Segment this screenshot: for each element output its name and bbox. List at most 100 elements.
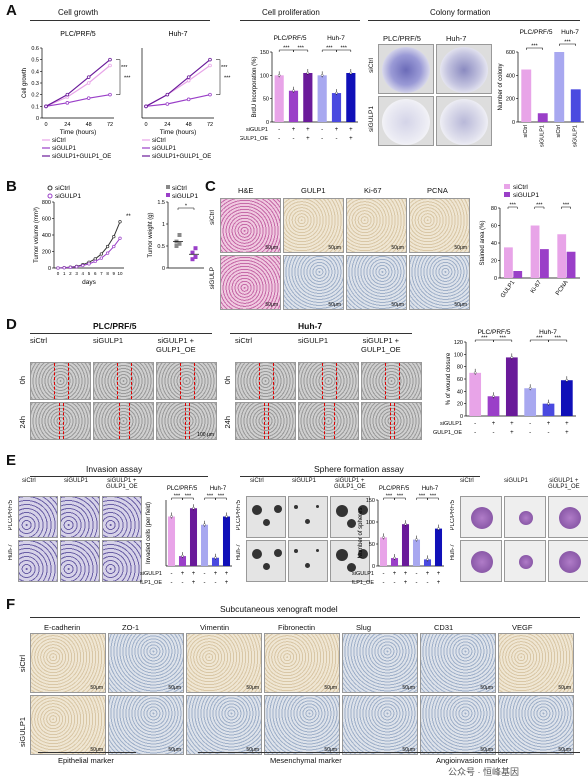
- legend-marker: [504, 192, 510, 197]
- series-point: [108, 63, 112, 68]
- growth-charts: 0 0.1 0.2 0.3 0.4 0.5 0.6 Cell growth PLC/PRF/5 0…: [22, 31, 231, 160]
- wound-col-label: siGULP1: [298, 336, 329, 345]
- series-point: [144, 104, 148, 109]
- y-tick-label: 400: [506, 73, 515, 79]
- data-point: [292, 89, 295, 92]
- sphere-blob: [358, 549, 368, 559]
- xeno-image: 50μm: [342, 695, 418, 755]
- series-point: [165, 92, 170, 97]
- sphere-blob: [305, 519, 310, 524]
- ihc-image: 50μm: [283, 198, 344, 253]
- x-tick-label: 48: [186, 122, 192, 128]
- wound-edge-line: [322, 363, 323, 399]
- condition-sign: +: [335, 127, 339, 133]
- colony-row-2: siGULP1: [368, 106, 375, 133]
- sphere-blob: [252, 549, 262, 559]
- series-point: [99, 256, 104, 260]
- wound-edge-line: [324, 403, 325, 439]
- colony-image: [436, 44, 492, 94]
- bar: [570, 89, 581, 122]
- y-tick-label: 1.5: [157, 200, 165, 206]
- sphere-title: Sphere formation assay: [314, 464, 404, 474]
- e-col-label: siGULP1 + GULP1_OE: [106, 478, 138, 490]
- invasion-image: [18, 496, 58, 538]
- condition-sign: -: [171, 580, 173, 586]
- invasion-title: Invasion assay: [86, 464, 143, 474]
- wound-edge-line: [268, 403, 269, 439]
- growth-title: Cell growth: [58, 8, 99, 17]
- x-tick-label: 7: [100, 271, 103, 276]
- x-tick-label: GULP1: [500, 279, 517, 299]
- wound-image: [235, 362, 296, 400]
- e-row-label: Huh-7: [8, 544, 14, 561]
- data-point: [349, 71, 353, 75]
- data-point: [335, 91, 338, 95]
- bar: [530, 225, 540, 278]
- y-tick-label: 100: [366, 520, 375, 526]
- sphere-stain-blob: [519, 511, 533, 525]
- wound-edge-line: [54, 363, 55, 399]
- sig-label: ***: [499, 336, 506, 342]
- wound-edge-line: [273, 363, 274, 399]
- xeno-col-label: ZO-1: [122, 623, 140, 632]
- bar: [303, 73, 313, 122]
- sig-bracket: [177, 207, 195, 210]
- y-tick-label: 0.5: [157, 244, 165, 250]
- condition-sign: -: [529, 421, 531, 427]
- scale-bar-label: 50μm: [402, 685, 415, 691]
- sig-bracket: [216, 59, 221, 95]
- scale-bar-label: 50μm: [328, 302, 341, 308]
- colony-row-1: siCtrl: [368, 58, 375, 73]
- condition-sign: +: [349, 127, 353, 133]
- y-tick-label: 600: [506, 50, 515, 56]
- wound-edge-line: [180, 363, 181, 399]
- xeno-col-label: Fibronectin: [278, 623, 316, 632]
- y-axis-label: % of wound closure: [446, 352, 452, 405]
- wound-edge-line: [334, 403, 335, 439]
- data-point: [214, 556, 217, 560]
- legend-label: siGULP1+GULP1_OE: [52, 154, 111, 160]
- growth-underline: [30, 20, 210, 21]
- sphere-blob: [347, 563, 356, 572]
- sig-label: ***: [218, 494, 225, 500]
- sphere-stain-blob: [471, 507, 493, 529]
- y-tick-label: 40: [457, 389, 463, 395]
- legend-label: siGULP1+GULP1_OE: [152, 154, 211, 160]
- condition-sign: +: [547, 421, 551, 427]
- series-line: [45, 59, 111, 107]
- bar: [566, 251, 576, 278]
- condition-sign: -: [474, 430, 476, 436]
- colony-col-2: Huh-7: [446, 34, 467, 43]
- panel-label-e: E: [6, 452, 17, 469]
- wound-image: [93, 402, 154, 440]
- y-tick-label: 200: [506, 97, 515, 103]
- scale-bar-label: 50μm: [391, 302, 404, 308]
- xeno-image: 50μm: [108, 633, 184, 693]
- sphere-image: [330, 496, 370, 538]
- y-axis-label: BrdU incorporation (%): [252, 56, 258, 117]
- y-tick-label: 0.5: [31, 58, 39, 64]
- sphere-blob: [274, 505, 282, 513]
- group-label-angio: Angioinvasion marker: [436, 756, 509, 765]
- x-tick-label: siCtrl: [556, 125, 562, 138]
- sphere-blob: [274, 549, 282, 557]
- data-point: [492, 395, 495, 398]
- y-tick-label: 40: [491, 241, 497, 247]
- wound-edge-line: [131, 363, 132, 399]
- panel-label-b: B: [6, 178, 17, 195]
- sig-label: *: [185, 204, 188, 210]
- condition-sign: +: [181, 571, 185, 577]
- y-tick-label: 100: [454, 352, 463, 358]
- wound-title-1: PLC/PRF/5: [93, 321, 137, 331]
- invasion-image: [18, 540, 58, 582]
- sig-label: ***: [386, 494, 393, 500]
- condition-sign: -: [383, 580, 385, 586]
- sig-label: ***: [397, 494, 404, 500]
- data-point: [437, 527, 440, 530]
- legend-marker: [47, 193, 53, 199]
- group-label: Huh-7: [561, 29, 579, 36]
- panel-label-c: C: [205, 178, 216, 195]
- sig-bracket: [215, 497, 227, 500]
- condition-sign: -: [394, 580, 396, 586]
- colony-title: Colony formation: [430, 8, 491, 17]
